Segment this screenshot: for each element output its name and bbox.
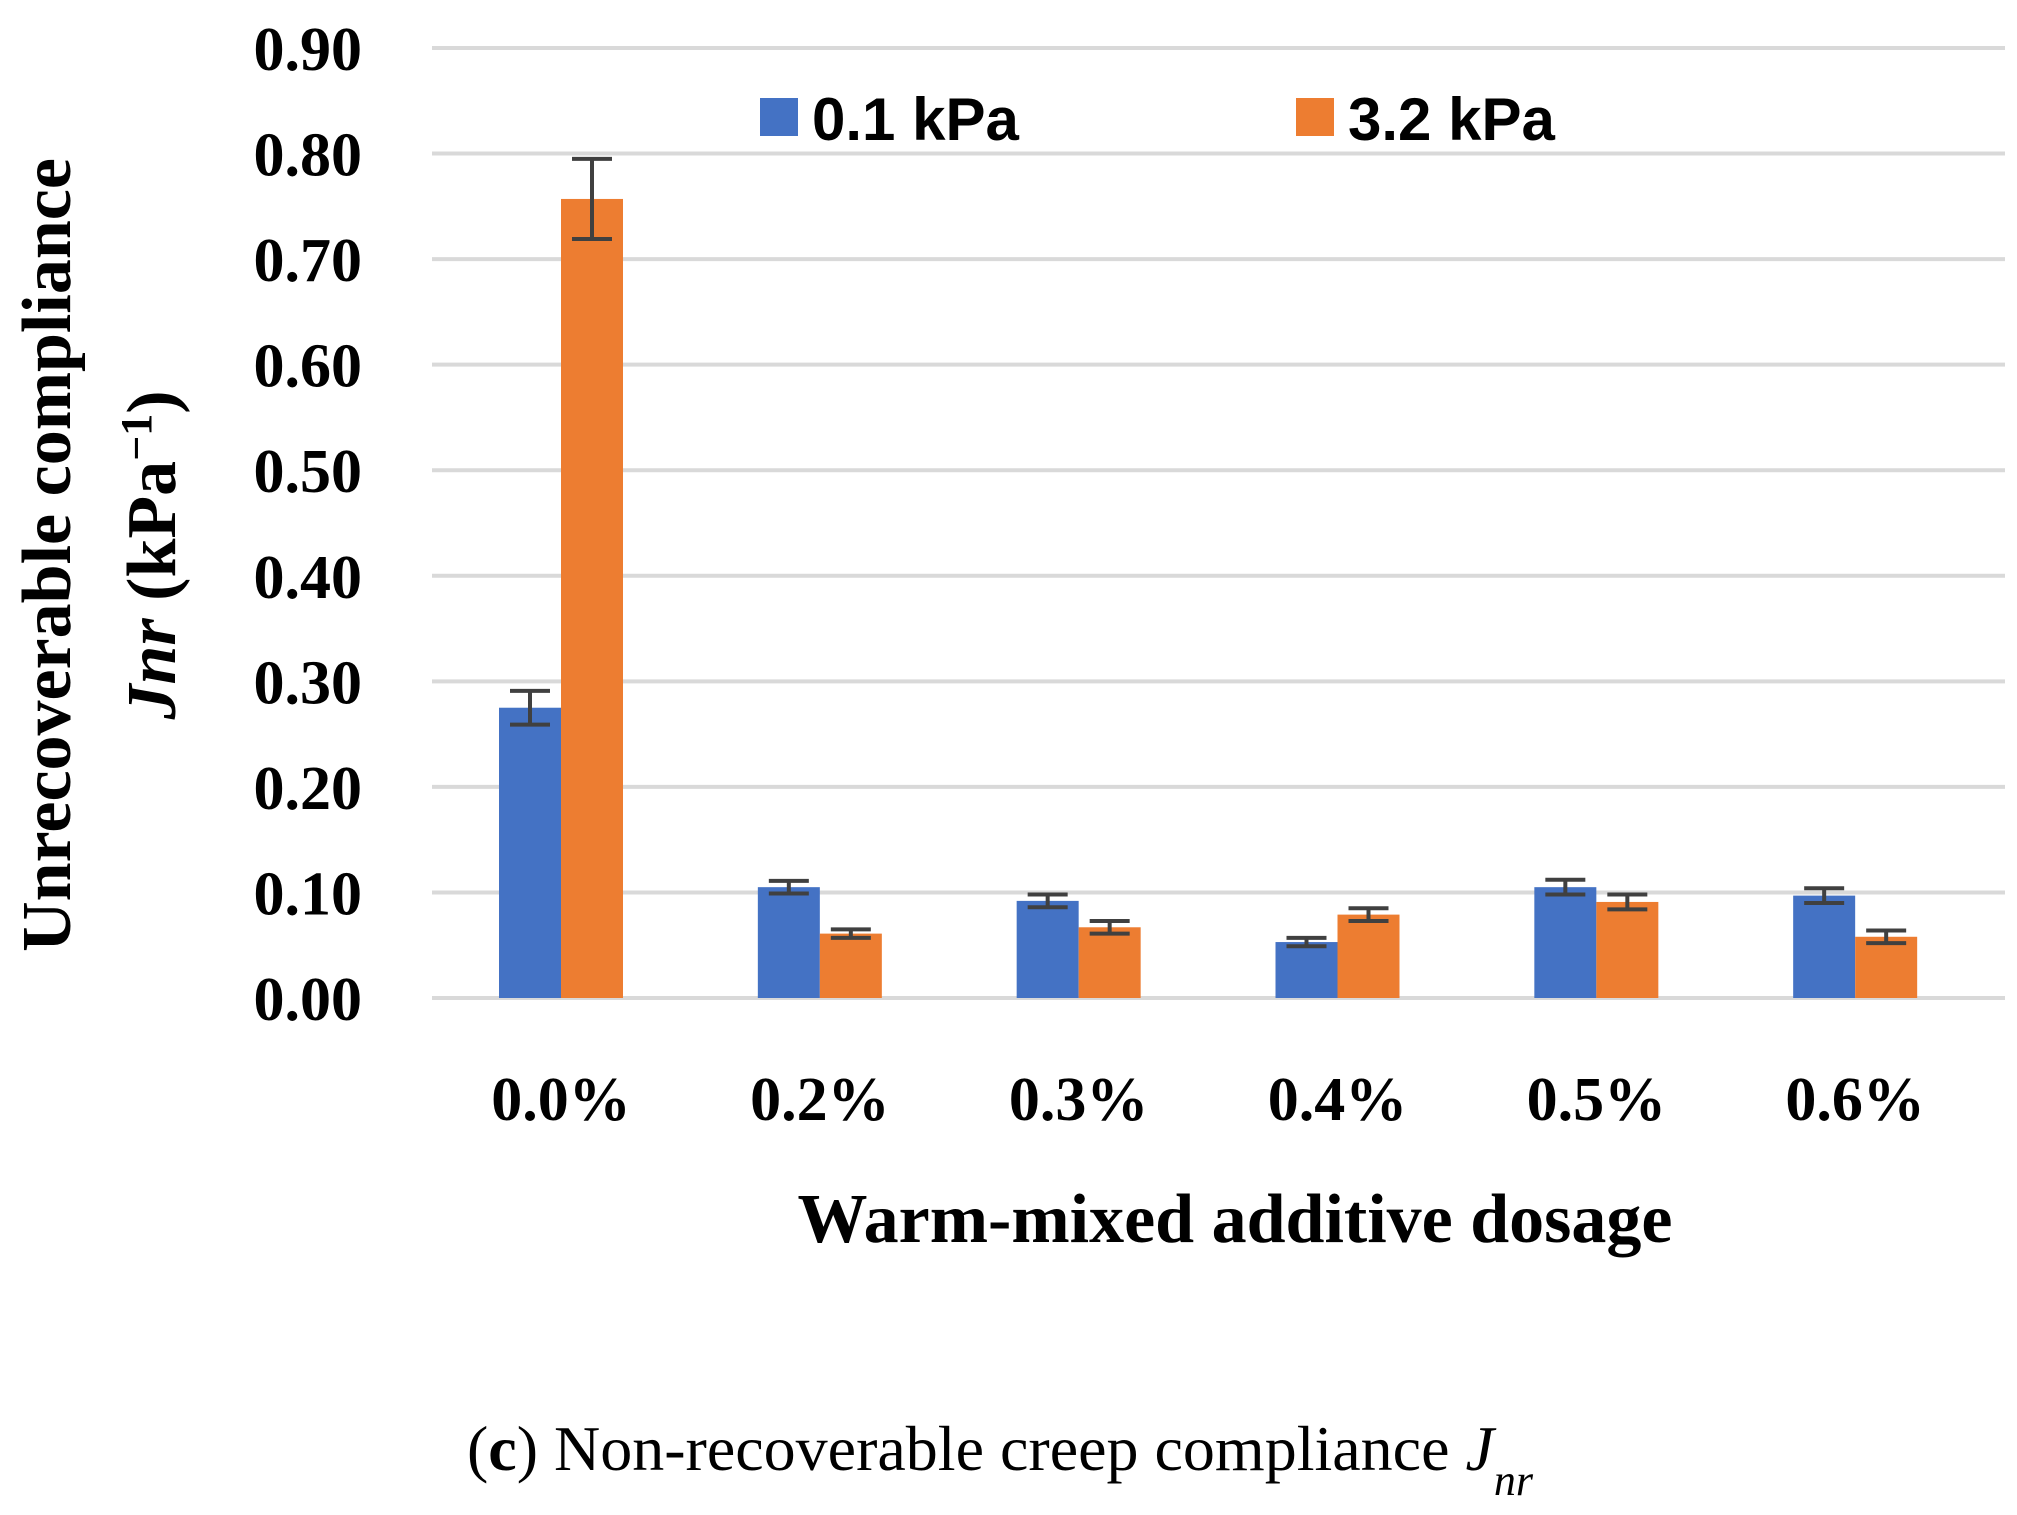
legend: 0.1 kPa 3.2 kPa	[760, 86, 1555, 153]
x-tick-label-1: 0.2%	[750, 1066, 890, 1134]
legend-swatch-0-1-kpa	[760, 98, 798, 136]
error-bar-0.5%-series-0	[1545, 877, 1586, 897]
bar-0.6%-series-0	[1793, 895, 1856, 998]
y-tick-label-2: 0.20	[254, 755, 363, 823]
y-tick-label-8: 0.80	[254, 122, 363, 190]
error-bar-0.6%-series-0	[1804, 886, 1845, 905]
x-tick-label-2: 0.3%	[1009, 1066, 1149, 1134]
y-tick-label-5: 0.50	[254, 438, 363, 506]
y-tick-label-3: 0.30	[254, 649, 363, 717]
y-axis-title-unit: (kPa	[114, 461, 191, 601]
x-tick-label-0: 0.0%	[491, 1066, 631, 1134]
bar-0.2%-series-1	[819, 933, 882, 998]
x-axis-title: Warm-mixed additive dosage	[798, 1181, 1673, 1258]
caption-close-paren: )	[517, 1413, 538, 1484]
bar-0.4%-series-1	[1337, 914, 1400, 998]
bar-0.4%-series-0	[1275, 942, 1338, 998]
y-axis-title-line-2: Jnr (kPa−1)	[112, 390, 192, 720]
y-axis-title-unit-space	[114, 601, 191, 619]
bar-0.2%-series-0	[757, 887, 820, 998]
bars	[499, 198, 1918, 998]
y-axis-title-exponent: −1	[112, 414, 161, 461]
bar-0.5%-series-0	[1534, 887, 1597, 998]
error-bar-0.6%-series-1	[1866, 928, 1907, 946]
y-axis-title: Unrecoverable compliance Jnr (kPa−1)	[9, 158, 191, 952]
error-bar-0.3%-series-1	[1089, 918, 1130, 936]
bar-0.0%-series-1	[561, 198, 623, 998]
y-axis-title-close: )	[114, 390, 191, 413]
error-bar-0.4%-series-0	[1286, 935, 1327, 949]
bar-0.3%-series-1	[1078, 927, 1141, 998]
legend-label-0-1-kpa: 0.1 kPa	[812, 86, 1019, 153]
bar-0.3%-series-0	[1016, 900, 1079, 998]
bar-0.6%-series-1	[1855, 936, 1918, 998]
error-bar-0.0%-series-1	[572, 156, 612, 242]
figure-caption: (c) Non-recoverable creep compliance Jnr	[467, 1413, 1534, 1505]
error-bar-0.2%-series-0	[768, 878, 809, 896]
caption-symbol: J	[1465, 1413, 1496, 1484]
y-tick-label-1: 0.10	[254, 860, 363, 928]
y-tick-label-9: 0.90	[254, 16, 363, 84]
x-tick-label-5: 0.6%	[1785, 1066, 1925, 1134]
legend-swatch-3-2-kpa	[1296, 98, 1334, 136]
error-bar-0.0%-series-0	[510, 688, 550, 727]
caption-text: Non-recoverable creep compliance	[538, 1413, 1465, 1484]
y-tick-label-6: 0.60	[254, 333, 363, 401]
bar-0.0%-series-0	[499, 707, 561, 998]
y-tick-label-0: 0.00	[254, 966, 363, 1034]
bar-0.5%-series-1	[1596, 901, 1659, 998]
caption-open-paren: (	[467, 1413, 488, 1484]
caption-symbol-subscript: nr	[1494, 1456, 1534, 1505]
y-tick-label-7: 0.70	[254, 227, 363, 295]
error-bar-0.4%-series-1	[1348, 906, 1389, 923]
y-tick-label-4: 0.40	[254, 544, 363, 612]
y-axis-ticks: 0.00 0.10 0.20 0.30 0.40 0.50 0.60 0.70 0.80 0.90	[254, 16, 363, 1034]
y-axis-title-line-1: Unrecoverable compliance	[9, 158, 86, 952]
x-axis-ticks: 0.0% 0.2% 0.3% 0.4% 0.5% 0.6%	[491, 1066, 1925, 1134]
error-bars	[510, 156, 1907, 949]
x-tick-label-4: 0.5%	[1527, 1066, 1667, 1134]
x-tick-label-3: 0.4%	[1268, 1066, 1408, 1134]
y-axis-title-symbol: Jnr	[114, 618, 191, 721]
caption-label: c	[488, 1413, 516, 1484]
error-bar-0.2%-series-1	[830, 927, 871, 940]
gridlines	[432, 46, 2005, 1000]
error-bar-0.3%-series-0	[1027, 892, 1068, 910]
error-bar-0.5%-series-1	[1607, 892, 1648, 912]
legend-label-3-2-kpa: 3.2 kPa	[1348, 86, 1555, 153]
